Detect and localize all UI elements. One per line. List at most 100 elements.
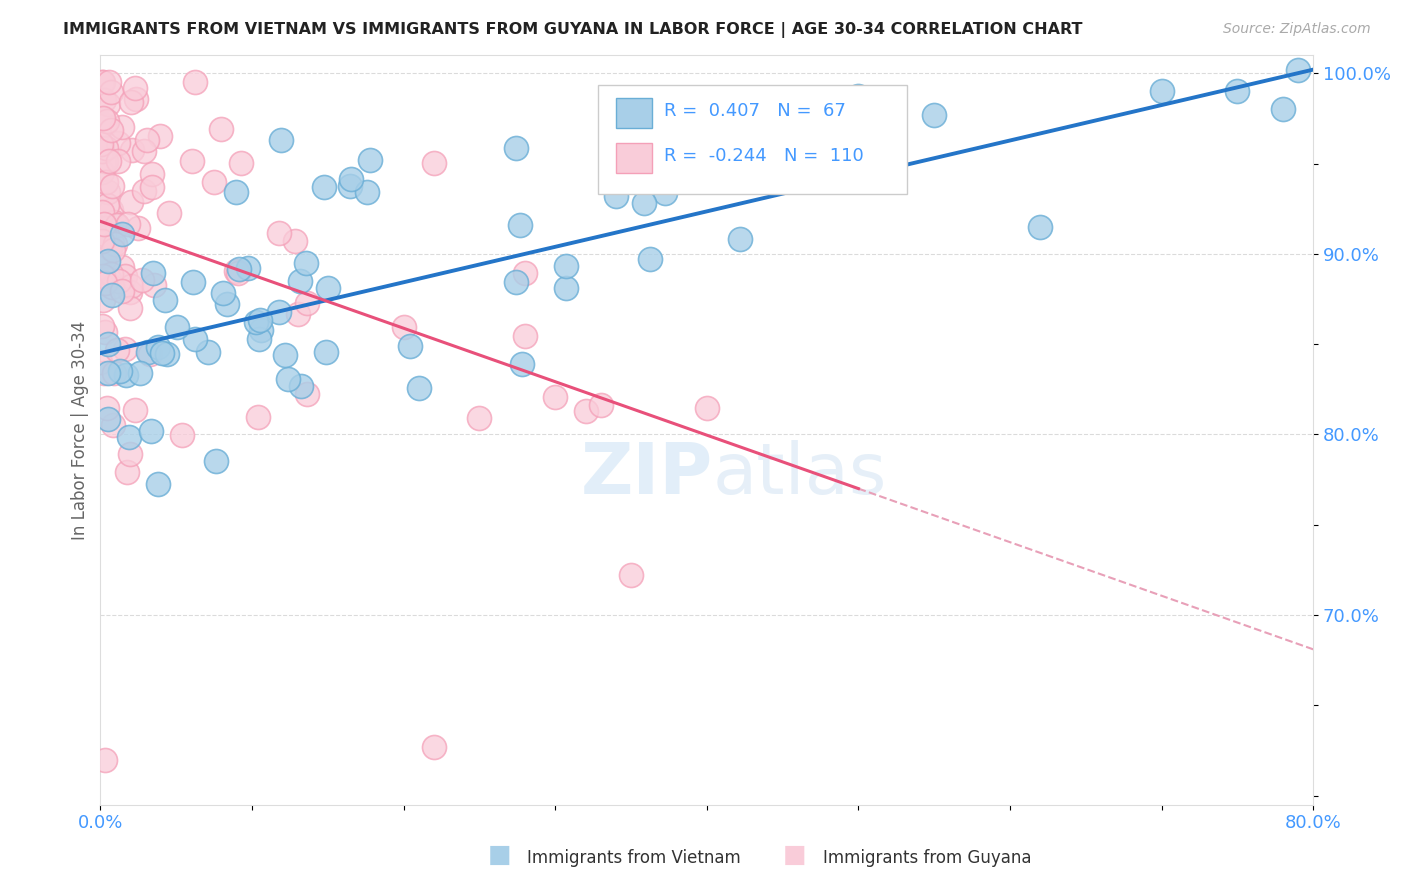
Point [287,307,309,321]
Point [100,236,122,251]
Point [97,336,120,351]
Point [226,266,249,280]
Point [141,167,163,181]
Point [114,269,136,284]
Text: ■: ■ [488,843,510,867]
Point [107,153,129,168]
Point [100,267,122,281]
Point [139,347,162,361]
Point [225,186,247,200]
Point [98,240,121,254]
Point [90,277,112,291]
Point [97,186,120,200]
Point [104,237,127,252]
Point [249,313,271,327]
FancyBboxPatch shape [598,85,907,194]
Point [211,285,233,300]
Point [93,227,115,241]
Point [848,88,870,103]
Point [115,368,138,382]
Point [142,266,165,280]
Point [505,141,527,155]
Point [295,387,318,401]
Point [513,266,536,280]
Point [184,332,207,346]
Text: Source: ZipAtlas.com: Source: ZipAtlas.com [1223,22,1371,37]
Point [236,260,259,275]
Point [1226,84,1249,98]
Point [1271,102,1294,116]
Point [91,75,114,89]
Text: atlas: atlas [713,441,887,509]
Point [101,417,124,432]
Point [318,281,340,295]
Point [150,346,173,360]
Point [91,228,114,243]
Point [510,357,533,371]
Point [170,428,193,442]
Point [93,153,115,168]
Point [148,340,170,354]
Point [274,348,297,362]
Point [129,366,152,380]
Point [101,287,124,301]
Point [166,320,188,334]
Point [121,143,143,157]
Point [922,108,945,122]
Point [97,75,120,89]
Point [97,253,120,268]
Text: Immigrants from Vietnam: Immigrants from Vietnam [527,849,741,867]
Text: IMMIGRANTS FROM VIETNAM VS IMMIGRANTS FROM GUYANA IN LABOR FORCE | AGE 30-34 COR: IMMIGRANTS FROM VIETNAM VS IMMIGRANTS FR… [63,22,1083,38]
Point [139,424,162,438]
Point [105,219,128,233]
Point [184,75,207,89]
Point [505,275,527,289]
Point [90,319,112,334]
Point [91,269,114,284]
Point [392,320,415,334]
Point [209,122,232,136]
Point [120,95,142,109]
Point [284,234,307,248]
Point [90,204,112,219]
Point [290,379,312,393]
Point [509,219,531,233]
Point [312,180,335,194]
Point [94,118,117,132]
Point [100,202,122,217]
Point [1029,219,1052,234]
Point [94,325,117,339]
Point [513,329,536,343]
Point [605,188,627,202]
Point [90,235,112,249]
Point [295,296,318,310]
Point [225,264,247,278]
Point [120,279,142,293]
Point [124,402,146,417]
Point [93,217,115,231]
Y-axis label: In Labor Force | Age 30-34: In Labor Force | Age 30-34 [72,320,89,540]
Point [644,151,666,165]
Point [100,85,122,99]
Point [250,324,273,338]
Point [269,305,291,319]
Point [589,398,612,412]
Point [197,344,219,359]
Point [640,252,662,267]
Text: R =  -0.244   N =  110: R = -0.244 N = 110 [665,147,865,165]
Point [120,301,142,315]
Point [340,171,363,186]
Point [120,447,142,461]
Point [574,403,596,417]
Point [105,343,128,357]
Point [138,345,160,359]
Point [153,293,176,307]
Point [132,145,155,159]
Point [103,243,125,257]
Point [146,477,169,491]
Point [468,411,491,425]
Point [205,454,228,468]
Point [157,206,180,220]
Point [93,367,115,381]
Point [94,154,117,169]
